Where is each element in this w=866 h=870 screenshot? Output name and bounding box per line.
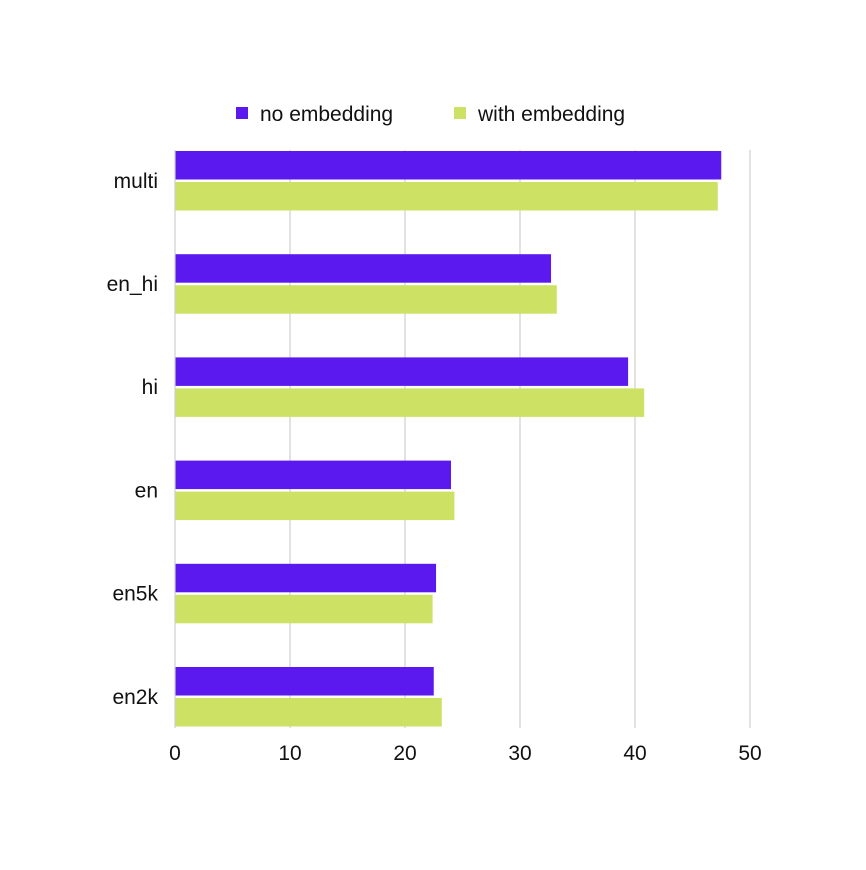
legend: no embedding with embedding xyxy=(236,103,625,126)
bar-en_hi-series-1 xyxy=(175,254,552,283)
legend-label: with embedding xyxy=(477,103,625,126)
legend-swatch xyxy=(454,107,466,119)
x-tick-label: 30 xyxy=(508,742,531,765)
bar-hi-series-2 xyxy=(175,388,645,417)
bar-en5k-series-1 xyxy=(175,563,437,593)
x-tick-label: 40 xyxy=(623,742,646,765)
bar-en-series-1 xyxy=(175,460,451,490)
y-tick-label: en_hi xyxy=(107,273,158,296)
y-tick-label: multi xyxy=(114,170,158,193)
bars xyxy=(175,151,722,727)
x-tick-label: 50 xyxy=(738,742,761,765)
bar-en2k-series-2 xyxy=(175,698,442,727)
y-tick-label: en xyxy=(135,479,158,502)
gridlines xyxy=(289,150,751,728)
y-tick-label: hi xyxy=(142,376,158,399)
x-tick-label: 20 xyxy=(393,742,416,765)
x-tick-label: 10 xyxy=(278,742,301,765)
bar-en-series-2 xyxy=(175,491,455,521)
bar-en_hi-series-2 xyxy=(175,285,557,314)
bar-hi-series-1 xyxy=(175,357,629,386)
bar-multi-series-2 xyxy=(175,182,718,211)
x-tick-label: 0 xyxy=(169,742,181,765)
bar-multi-series-1 xyxy=(175,151,722,180)
bar-en5k-series-2 xyxy=(175,594,433,624)
legend-swatch xyxy=(236,107,248,119)
y-tick-label: en2k xyxy=(112,686,158,709)
legend-label: no embedding xyxy=(260,103,393,126)
y-tick-label: en5k xyxy=(112,583,158,606)
bar-en2k-series-1 xyxy=(175,667,434,696)
